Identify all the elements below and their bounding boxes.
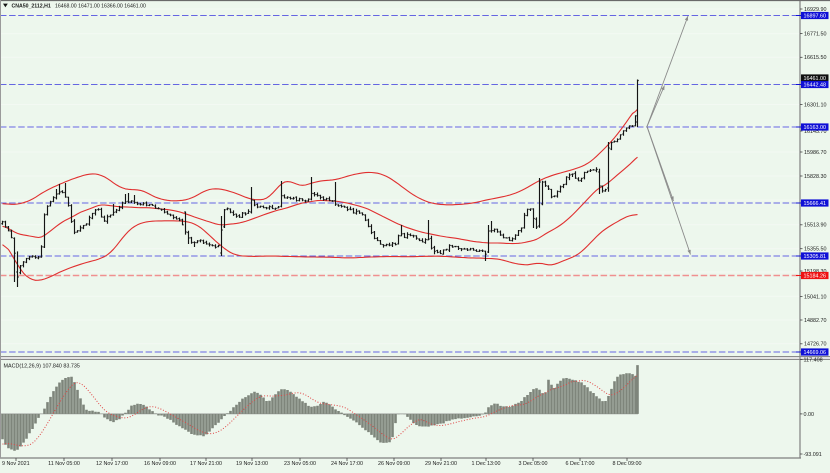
svg-text:3 Dec 05:00: 3 Dec 05:00 <box>518 461 547 467</box>
svg-text:16442.48: 16442.48 <box>804 83 826 89</box>
svg-text:16 Nov 09:00: 16 Nov 09:00 <box>144 461 176 467</box>
svg-text:117.408: 117.408 <box>804 357 823 363</box>
svg-text:16897.60: 16897.60 <box>804 14 826 20</box>
svg-text:12 Nov 17:00: 12 Nov 17:00 <box>96 461 128 467</box>
svg-text:9 Nov 2021: 9 Nov 2021 <box>2 461 30 467</box>
svg-text:16468.00 16471.00 16366.00 164: 16468.00 16471.00 16366.00 16461.00 <box>55 3 146 9</box>
svg-text:CNA50_2112,H1: CNA50_2112,H1 <box>12 3 51 9</box>
svg-text:15513.90: 15513.90 <box>804 223 826 229</box>
svg-text:17 Nov 21:00: 17 Nov 21:00 <box>190 461 222 467</box>
svg-text:MACD(12,26,9) 107.840 83.735: MACD(12,26,9) 107.840 83.735 <box>4 364 80 370</box>
svg-text:0.00: 0.00 <box>804 412 815 418</box>
svg-text:16301.10: 16301.10 <box>804 102 826 108</box>
svg-text:16929.90: 16929.90 <box>804 7 826 13</box>
svg-text:24 Nov 17:00: 24 Nov 17:00 <box>331 461 363 467</box>
svg-text:29 Nov 21:00: 29 Nov 21:00 <box>425 461 457 467</box>
svg-text:14669.06: 14669.06 <box>804 350 826 356</box>
svg-text:8 Dec 09:00: 8 Dec 09:00 <box>612 461 641 467</box>
svg-text:14882.70: 14882.70 <box>804 318 826 324</box>
svg-text:15184.26: 15184.26 <box>804 274 826 280</box>
svg-text:15666.41: 15666.41 <box>804 201 826 207</box>
svg-text:15828.30: 15828.30 <box>804 174 826 180</box>
svg-text:16771.50: 16771.50 <box>804 32 826 38</box>
svg-text:15041.10: 15041.10 <box>804 294 826 300</box>
svg-text:15355.50: 15355.50 <box>804 247 826 253</box>
svg-text:16163.00: 16163.00 <box>804 125 826 131</box>
svg-text:23 Nov 05:00: 23 Nov 05:00 <box>284 461 316 467</box>
svg-text:14726.70: 14726.70 <box>804 342 826 348</box>
svg-text:16461.00: 16461.00 <box>804 76 826 82</box>
svg-text:11 Nov 05:00: 11 Nov 05:00 <box>48 461 80 467</box>
svg-text:16145.70: 16145.70 <box>804 129 826 135</box>
svg-text:16615.50: 16615.50 <box>804 55 826 61</box>
svg-text:-93.091: -93.091 <box>804 452 822 458</box>
svg-text:19 Nov 13:00: 19 Nov 13:00 <box>236 461 268 467</box>
svg-text:15305.81: 15305.81 <box>804 254 826 260</box>
svg-text:26 Nov 09:00: 26 Nov 09:00 <box>378 461 410 467</box>
svg-text:15986.70: 15986.70 <box>804 150 826 156</box>
svg-text:6 Dec 17:00: 6 Dec 17:00 <box>565 461 594 467</box>
svg-text:1 Dec 13:00: 1 Dec 13:00 <box>471 461 500 467</box>
